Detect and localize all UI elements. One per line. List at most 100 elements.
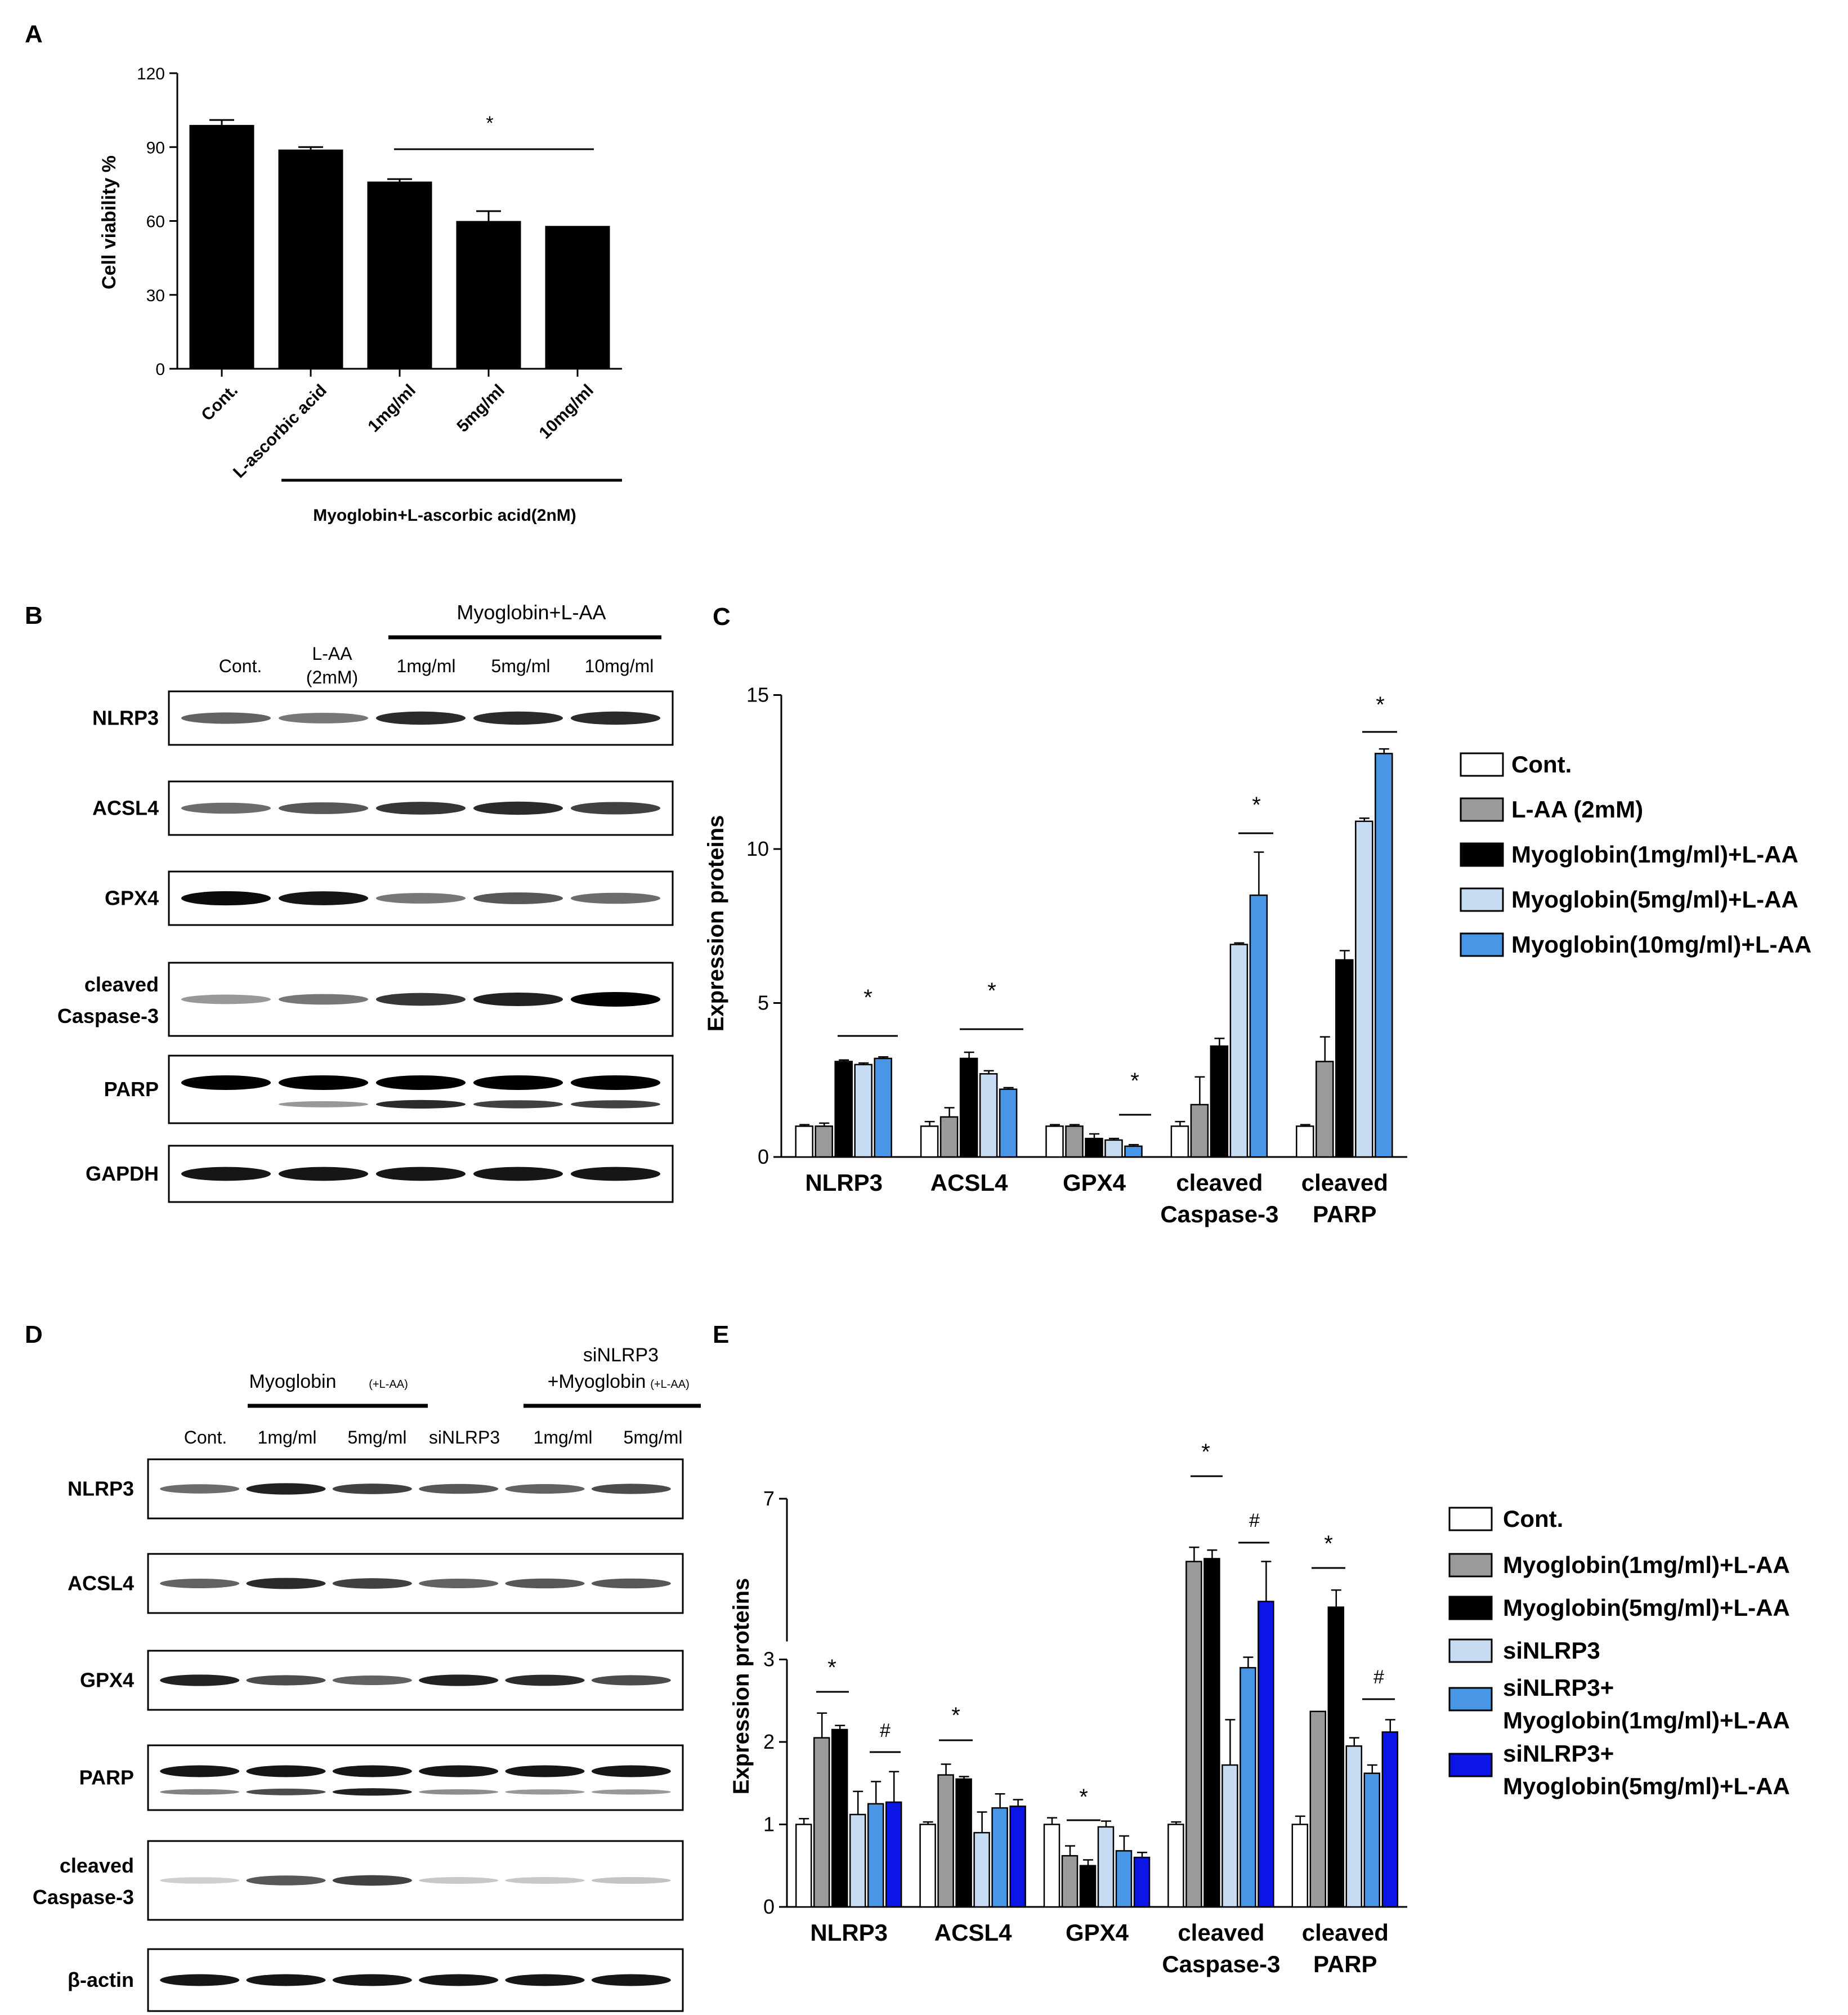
blot-d-header-right-1: siNLRP3 <box>583 1344 659 1366</box>
chart-e-bar <box>919 1824 936 1908</box>
chart-e-sig-star: * <box>951 1703 960 1728</box>
chart-c-bar <box>1065 1125 1084 1158</box>
chart-c-xtick-label: Caspase-3 <box>1160 1201 1278 1227</box>
chart-c-legend-label: Myoglobin(5mg/ml)+L-AA <box>1511 886 1798 913</box>
blot-d-band <box>160 1974 240 1986</box>
chart-c-xtick-label: ACSL4 <box>930 1169 1008 1196</box>
blot-d-band <box>332 1788 412 1796</box>
blot-d-membrane <box>147 1840 684 1921</box>
chart-c-bar <box>1296 1125 1314 1158</box>
chart-e-ylabel: Expression proteins <box>729 1578 754 1795</box>
chart-e-legend-label: siNLRP3+ <box>1503 1674 1614 1701</box>
blot-b-band <box>278 1167 369 1181</box>
chart-e-sig-hash: # <box>1373 1666 1385 1688</box>
blot-b-row-label: NLRP3 <box>92 707 159 730</box>
blot-d-band <box>591 1877 671 1884</box>
blot-d-band <box>160 1578 240 1589</box>
chart-c-bar <box>959 1057 978 1158</box>
chart-c-bar <box>1210 1045 1229 1158</box>
blot-d-band <box>591 1789 671 1795</box>
chart-c-sig-star: * <box>863 985 872 1010</box>
blot-b-band <box>375 1167 466 1181</box>
blot-d-band <box>419 1674 499 1686</box>
chart-a-bar <box>367 181 432 369</box>
chart-e-legend-swatch <box>1448 1596 1493 1620</box>
blot-d-band <box>332 1875 412 1886</box>
blot-b-row-label: PARP <box>104 1078 159 1101</box>
chart-e: 0 1 2 3 7 NLRP3 ACSL4 GPX4 cleaved Caspase-3 cleav… <box>763 1440 1407 1977</box>
blot-d-lane-5: 5mg/ml <box>624 1427 683 1447</box>
chart-a-xtick-label: L-ascorbic acid <box>230 381 330 482</box>
chart-c-legend-label: L-AA (2mM) <box>1511 796 1643 823</box>
blot-d-band <box>419 1789 499 1795</box>
chart-e-bar <box>1009 1806 1026 1908</box>
chart-c-bar <box>1355 820 1373 1158</box>
chart-c-bar <box>1104 1139 1123 1158</box>
blot-d-band <box>505 1484 585 1494</box>
chart-c-sig-star: * <box>1376 692 1385 717</box>
blot-b-band <box>278 1101 369 1107</box>
blot-d-lane-4: 1mg/ml <box>534 1427 593 1447</box>
blot-d-lane-3: siNLRP3 <box>429 1427 500 1447</box>
blot-b-lane-1b: (2mM) <box>306 667 358 687</box>
chart-a-bar <box>189 124 254 369</box>
chart-e-bar <box>1115 1850 1133 1908</box>
blot-b-row-label: Caspase-3 <box>57 1004 159 1027</box>
chart-a-xtick-label: 10mg/ml <box>536 381 597 443</box>
chart-e-bar <box>1043 1824 1061 1908</box>
blot-b-band <box>570 1100 661 1109</box>
chart-e-bar <box>955 1778 972 1908</box>
chart-e-legend-label: Myoglobin(5mg/ml)+L-AA <box>1503 1594 1790 1621</box>
blot-d-lane-0: Cont. <box>184 1427 227 1447</box>
blot-d-row-label: Caspase-3 <box>33 1886 134 1909</box>
blot-d-band <box>505 1877 585 1884</box>
blot-b-band <box>473 1075 563 1090</box>
chart-e-legend-swatch <box>1448 1687 1493 1712</box>
blot-d-band <box>505 1974 585 1986</box>
chart-e-bar <box>973 1831 990 1908</box>
chart-e-bar <box>1061 1855 1079 1908</box>
chart-e-bar <box>849 1813 866 1908</box>
chart-c-legend-label: Myoglobin(1mg/ml)+L-AA <box>1511 841 1798 868</box>
chart-a-xtick-label: 1mg/ml <box>364 381 419 436</box>
blot-b-band <box>181 802 271 814</box>
blot-b-band <box>570 1075 661 1090</box>
blot-d-band <box>332 1974 412 1986</box>
chart-a-xtick-label: 5mg/ml <box>453 381 508 436</box>
chart-e-bar <box>1133 1856 1151 1908</box>
blot-b-row-label: GAPDH <box>86 1162 159 1185</box>
blot-b-row-label: cleaved <box>84 973 159 996</box>
blot-d-band <box>246 1875 326 1886</box>
blot-d-lane-2: 5mg/ml <box>348 1427 407 1447</box>
blot-b-header: Myoglobin+L-AA <box>457 601 606 624</box>
panel-label-c: C <box>713 603 731 631</box>
blot-d-band <box>332 1675 412 1686</box>
chart-c-bar <box>979 1073 998 1158</box>
chart-a-ylabel: Cell viability % <box>99 155 120 289</box>
chart-e-bar <box>867 1803 884 1908</box>
blot-d-band <box>246 1788 326 1795</box>
chart-a-bar <box>456 221 521 369</box>
blot-d-row-label: cleaved <box>60 1854 134 1877</box>
blot-d-band <box>505 1789 585 1795</box>
chart-e-sig-star: * <box>1324 1531 1333 1556</box>
blot-d-header-left: Myoglobin <box>249 1371 337 1392</box>
chart-c-bar <box>1315 1061 1334 1158</box>
chart-c-legend-swatch <box>1460 752 1504 777</box>
chart-e-legend-label: Myoglobin(1mg/ml)+L-AA <box>1503 1552 1790 1578</box>
chart-c-bar <box>1229 944 1249 1158</box>
chart-e-xtick-label: NLRP3 <box>810 1919 888 1946</box>
blot-b-band <box>473 711 563 725</box>
chart-c-bar <box>795 1125 813 1158</box>
panel-label-b: B <box>25 602 43 629</box>
chart-c-legend-swatch <box>1460 842 1504 867</box>
chart-a-ytick-label: 60 <box>146 213 165 231</box>
panel-c: C 0 5 10 15 NLRP3 ACSL4 GPX4 cleaved Caspase-3 cl… <box>704 603 1811 1227</box>
blot-b-band <box>375 711 466 725</box>
blot-d-band <box>591 1675 671 1686</box>
chart-e-legend-label: Myoglobin(1mg/ml)+L-AA <box>1503 1707 1790 1733</box>
blot-b-band <box>278 802 369 814</box>
chart-e-sig-star: * <box>1201 1440 1210 1464</box>
chart-e-legend-label: siNLRP3+ <box>1503 1740 1614 1767</box>
